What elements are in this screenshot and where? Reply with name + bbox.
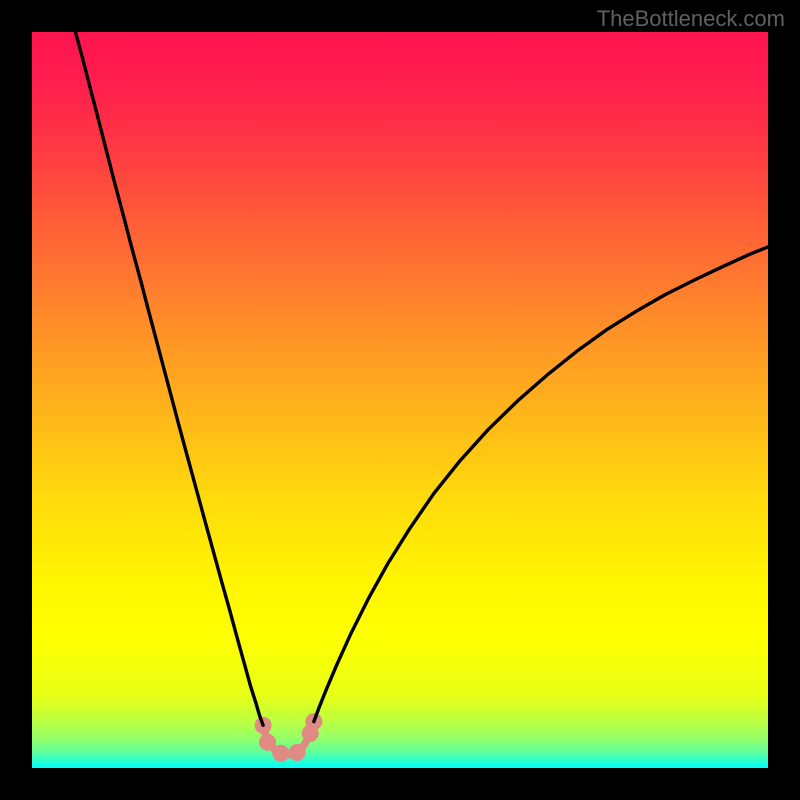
chart-background <box>32 32 768 768</box>
chart-svg <box>32 32 768 768</box>
plot-area <box>32 32 768 768</box>
watermark-text: TheBottleneck.com <box>597 6 785 32</box>
